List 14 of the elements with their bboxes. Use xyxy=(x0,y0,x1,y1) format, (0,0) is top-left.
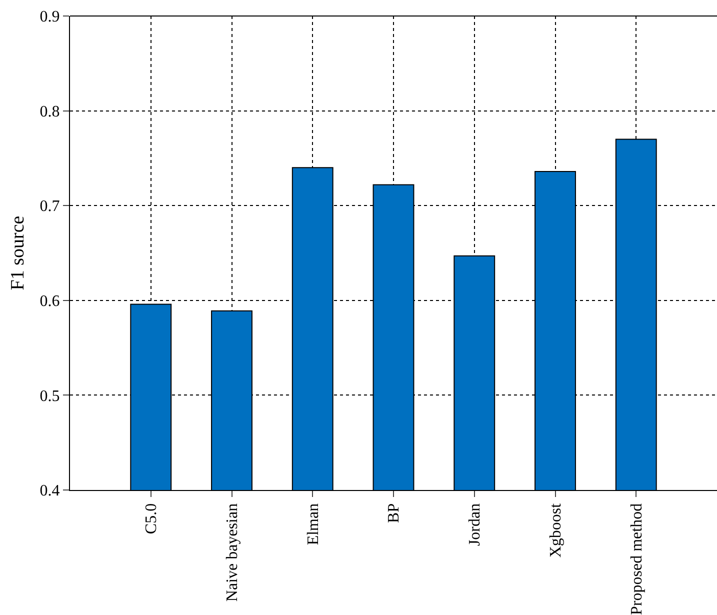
y-tick-label: 0.8 xyxy=(40,103,60,120)
y-tick-label: 0.7 xyxy=(40,198,60,216)
y-axis-title: F1 source xyxy=(8,216,29,290)
y-tick-label: 0.5 xyxy=(40,388,60,405)
y-tick-label: 0.9 xyxy=(40,8,60,26)
x-tick-label: BP xyxy=(386,503,403,523)
x-tick-label: Proposed method xyxy=(628,503,646,615)
y-tick-label: 0.4 xyxy=(40,482,60,500)
x-tick-label: Naive bayesian xyxy=(224,503,241,602)
x-tick-label: Jordan xyxy=(466,503,484,546)
x-tick-label: Xgboost xyxy=(547,502,564,558)
y-tick-label: 0.6 xyxy=(40,293,60,310)
x-tick-label: C5.0 xyxy=(143,503,160,534)
x-tick-label: Elman xyxy=(304,503,322,546)
